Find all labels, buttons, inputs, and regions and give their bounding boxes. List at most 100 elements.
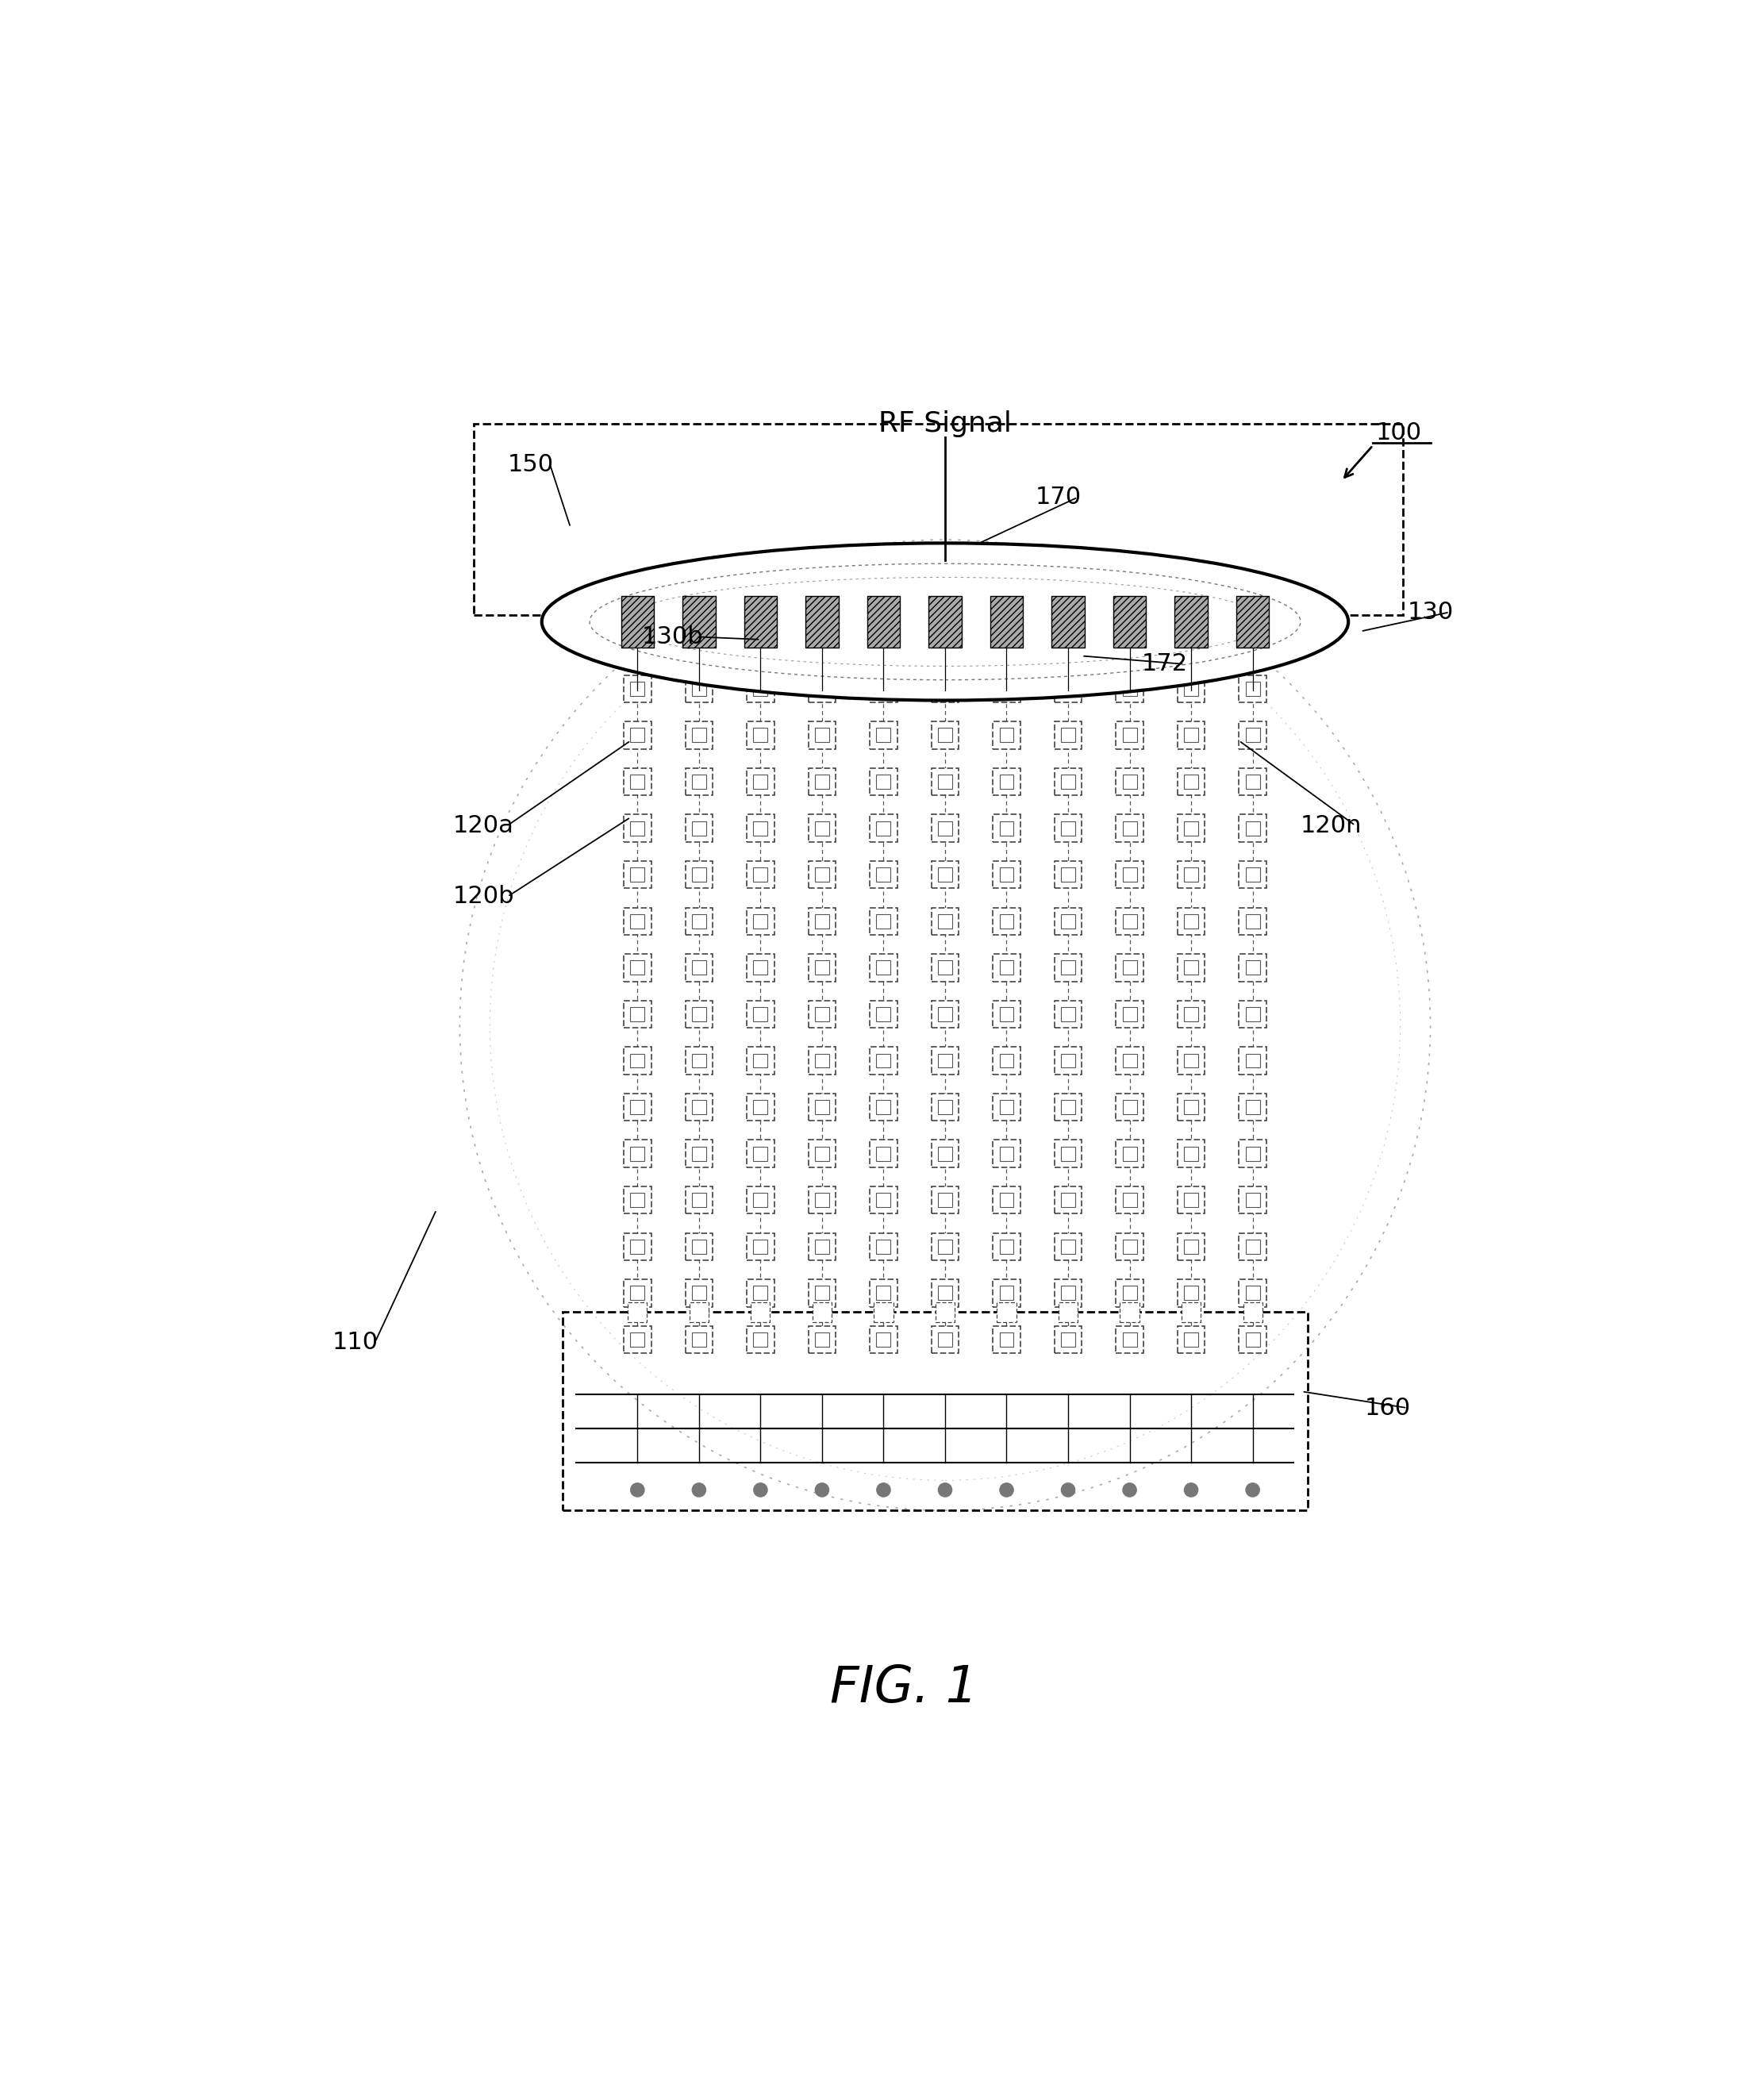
Bar — [1117, 675, 1143, 702]
Bar — [1117, 1186, 1143, 1213]
Circle shape — [691, 1484, 706, 1496]
Bar — [746, 675, 774, 702]
Bar — [624, 815, 651, 842]
Bar — [746, 1234, 774, 1261]
Bar — [1055, 954, 1081, 982]
Bar — [1122, 636, 1136, 650]
Bar — [928, 596, 961, 648]
Bar — [684, 675, 713, 702]
Bar — [1178, 1325, 1205, 1353]
Bar — [691, 821, 706, 836]
Bar — [1245, 775, 1259, 790]
Bar — [990, 596, 1023, 648]
Bar — [691, 1240, 706, 1255]
Bar — [1060, 775, 1076, 790]
Circle shape — [1245, 1484, 1259, 1496]
Bar — [1238, 1140, 1267, 1167]
Bar — [1178, 675, 1205, 702]
Bar — [746, 629, 774, 656]
Bar — [746, 721, 774, 748]
Bar — [1060, 1332, 1076, 1346]
Bar — [1238, 861, 1267, 888]
Bar — [1055, 1280, 1081, 1307]
Bar — [624, 1280, 651, 1307]
Bar — [624, 1000, 651, 1027]
Bar — [746, 1000, 774, 1027]
Bar — [877, 821, 891, 836]
Bar — [877, 915, 891, 927]
Bar — [684, 769, 713, 796]
Bar — [993, 629, 1020, 656]
Bar — [993, 1094, 1020, 1121]
Bar — [1120, 1302, 1140, 1321]
Bar — [624, 1046, 651, 1073]
Bar — [938, 1007, 953, 1021]
Bar — [1245, 1007, 1259, 1021]
Bar — [624, 1094, 651, 1121]
Bar — [806, 596, 838, 648]
Bar — [1000, 1100, 1014, 1115]
Bar — [877, 1055, 891, 1067]
Bar — [877, 961, 891, 975]
Bar — [630, 1007, 644, 1021]
Bar — [931, 1234, 960, 1261]
Bar — [630, 1240, 644, 1255]
Bar — [1060, 636, 1076, 650]
Bar — [808, 1186, 836, 1213]
Bar — [691, 1146, 706, 1161]
Bar — [815, 1100, 829, 1115]
Bar — [1117, 721, 1143, 748]
Bar — [1178, 815, 1205, 842]
Bar — [938, 1240, 953, 1255]
Circle shape — [1062, 1484, 1074, 1496]
Bar — [753, 681, 767, 696]
Bar — [1055, 1000, 1081, 1027]
Bar — [684, 629, 713, 656]
Bar — [1055, 1140, 1081, 1167]
Bar — [1178, 1046, 1205, 1073]
Bar — [1000, 775, 1014, 790]
Bar — [815, 636, 829, 650]
Bar — [691, 681, 706, 696]
Bar — [1055, 1094, 1081, 1121]
Bar — [870, 1325, 898, 1353]
Bar — [1122, 1055, 1136, 1067]
Bar — [815, 961, 829, 975]
Bar — [931, 1046, 960, 1073]
Text: 160: 160 — [1365, 1396, 1411, 1419]
Bar — [1122, 1100, 1136, 1115]
Bar — [624, 675, 651, 702]
Bar — [931, 721, 960, 748]
Bar — [1000, 1332, 1014, 1346]
Bar — [1245, 961, 1259, 975]
Bar — [1182, 1302, 1201, 1321]
Bar — [1178, 861, 1205, 888]
Bar — [1245, 636, 1259, 650]
Bar — [1245, 1192, 1259, 1207]
Bar — [630, 867, 644, 882]
Bar — [691, 915, 706, 927]
Bar — [815, 1007, 829, 1021]
Bar — [938, 636, 953, 650]
Bar — [753, 1146, 767, 1161]
Bar — [1055, 861, 1081, 888]
Bar — [931, 1280, 960, 1307]
Bar — [1238, 907, 1267, 936]
Bar — [753, 636, 767, 650]
Bar — [1000, 1286, 1014, 1300]
Bar — [870, 721, 898, 748]
Bar — [1000, 867, 1014, 882]
Bar — [691, 1192, 706, 1207]
Bar — [1178, 1234, 1205, 1261]
Bar — [628, 1302, 647, 1321]
Bar — [746, 907, 774, 936]
Bar — [1117, 954, 1143, 982]
Bar — [1238, 815, 1267, 842]
Bar — [1184, 821, 1198, 836]
Bar — [1122, 821, 1136, 836]
Bar — [870, 815, 898, 842]
Text: 172: 172 — [1141, 652, 1187, 675]
Bar — [1060, 1286, 1076, 1300]
Bar — [993, 721, 1020, 748]
Bar — [931, 629, 960, 656]
